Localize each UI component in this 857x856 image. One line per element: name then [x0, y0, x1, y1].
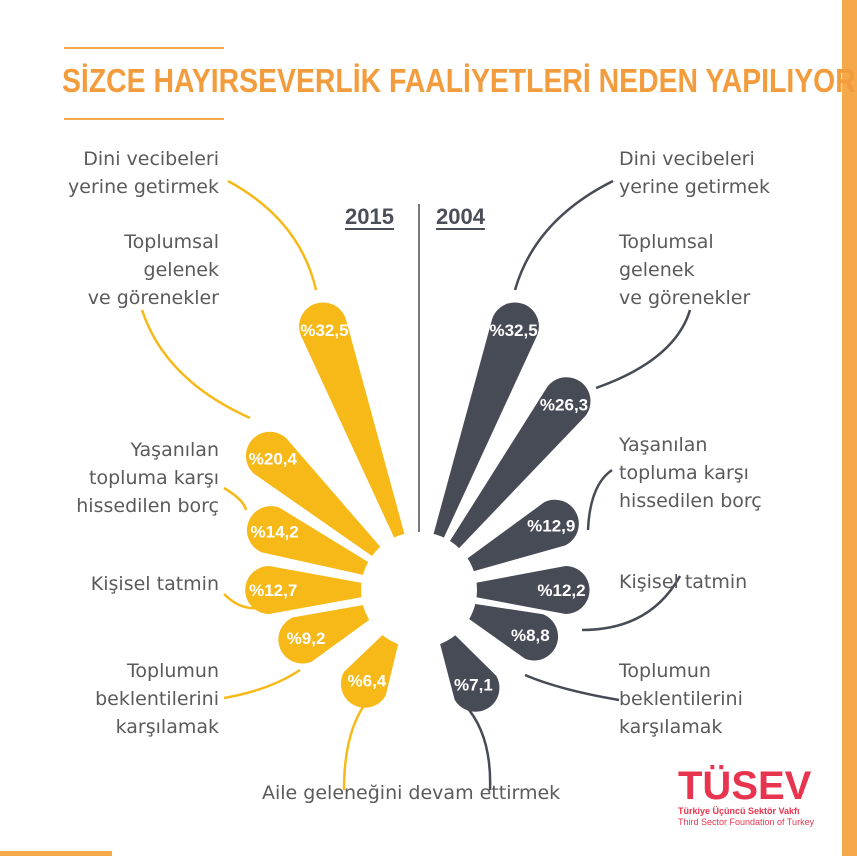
petal-2015-5 [278, 601, 384, 664]
value-label-2015-4: %12,7 [249, 581, 297, 600]
petal-2015-6 [340, 622, 403, 708]
leader-line-10 [581, 575, 682, 632]
petal-2004-6 [435, 622, 500, 712]
value-label-2004-4: %12,2 [537, 581, 585, 600]
logo-subtitle-en: Third Sector Foundation of Turkey [678, 817, 815, 827]
left-label-toplumun: Toplumun beklentilerini karşılamak [95, 660, 219, 738]
value-label-2015-5: %9,2 [287, 629, 326, 648]
petal-2004-1 [428, 302, 539, 554]
bottom-accent-line [0, 851, 112, 856]
title-rule-top [64, 47, 224, 49]
value-label-2004-2: %26,3 [540, 395, 588, 414]
leader-line-11 [524, 673, 620, 702]
petal-2004-5 [454, 601, 559, 661]
petal-2015-3 [246, 506, 384, 579]
right-label-toplumun: Toplumun beklentilerini karşılamak [619, 660, 743, 738]
page-title: SİZCE HAYIRSEVERLİK FAALİYETLERİ NEDEN Y… [62, 62, 857, 99]
center-circle [361, 532, 477, 648]
logo-wordmark: TÜSEV [678, 764, 812, 808]
value-label-2004-1: %32,5 [489, 321, 537, 340]
legend-year-2004: 2004 [436, 204, 485, 229]
accent-bar [842, 0, 857, 856]
leader-line-1 [227, 179, 318, 291]
leader-line-3 [223, 486, 248, 511]
leader-line-9 [586, 468, 613, 531]
leader-line-8 [595, 309, 692, 390]
value-label-2015-3: %14,2 [251, 523, 299, 542]
title-rule-bottom [64, 118, 224, 120]
petal-2004-4 [459, 566, 590, 614]
right-label-dini: Dini vecibeleri yerine getirmek [619, 148, 770, 198]
leader-line-2 [140, 309, 251, 420]
left-label-yasanilan: Yaşanılan topluma karşı hissedilen borç [76, 439, 219, 517]
logo-subtitle-tr: Türkiye Üçüncü Sektör Vakfı [678, 806, 800, 816]
value-label-2015-1: %32,5 [300, 321, 348, 340]
bottom-label-aile: Aile geleneğini devam ettirmek [262, 782, 561, 804]
left-label-dini: Dini vecibeleri yerine getirmek [68, 148, 219, 198]
left-label-kisisel: Kişisel tatmin [90, 573, 219, 595]
right-label-yasanilan: Yaşanılan topluma karşı hissedilen borç [619, 434, 762, 512]
leader-line-5 [223, 668, 301, 700]
petal-2015-4 [245, 566, 379, 614]
petal-2015-2 [245, 431, 392, 567]
petal-2015-1 [299, 302, 410, 554]
petal-2004-3 [453, 499, 579, 577]
right-label-toplumsal: Toplumsal gelenek ve görenekler [619, 231, 751, 309]
petal-2004-2 [440, 377, 591, 561]
legend-year-2015: 2015 [345, 204, 394, 229]
value-label-2015-6: %6,4 [348, 671, 387, 690]
right-label-kisisel: Kişisel tatmin [619, 571, 748, 593]
leader-line-6 [342, 699, 369, 791]
value-label-2004-6: %7,1 [454, 675, 493, 694]
value-label-2004-5: %8,8 [511, 626, 550, 645]
left-label-toplumsal: Toplumsal gelenek ve görenekler [87, 231, 219, 309]
leader-line-12 [464, 704, 492, 791]
tusev-logo: TÜSEV Türkiye Üçüncü Sektör Vakfı Third … [678, 766, 828, 828]
leader-line-7 [513, 179, 614, 291]
value-label-2015-2: %20,4 [249, 449, 298, 468]
value-label-2004-3: %12,9 [527, 516, 575, 535]
